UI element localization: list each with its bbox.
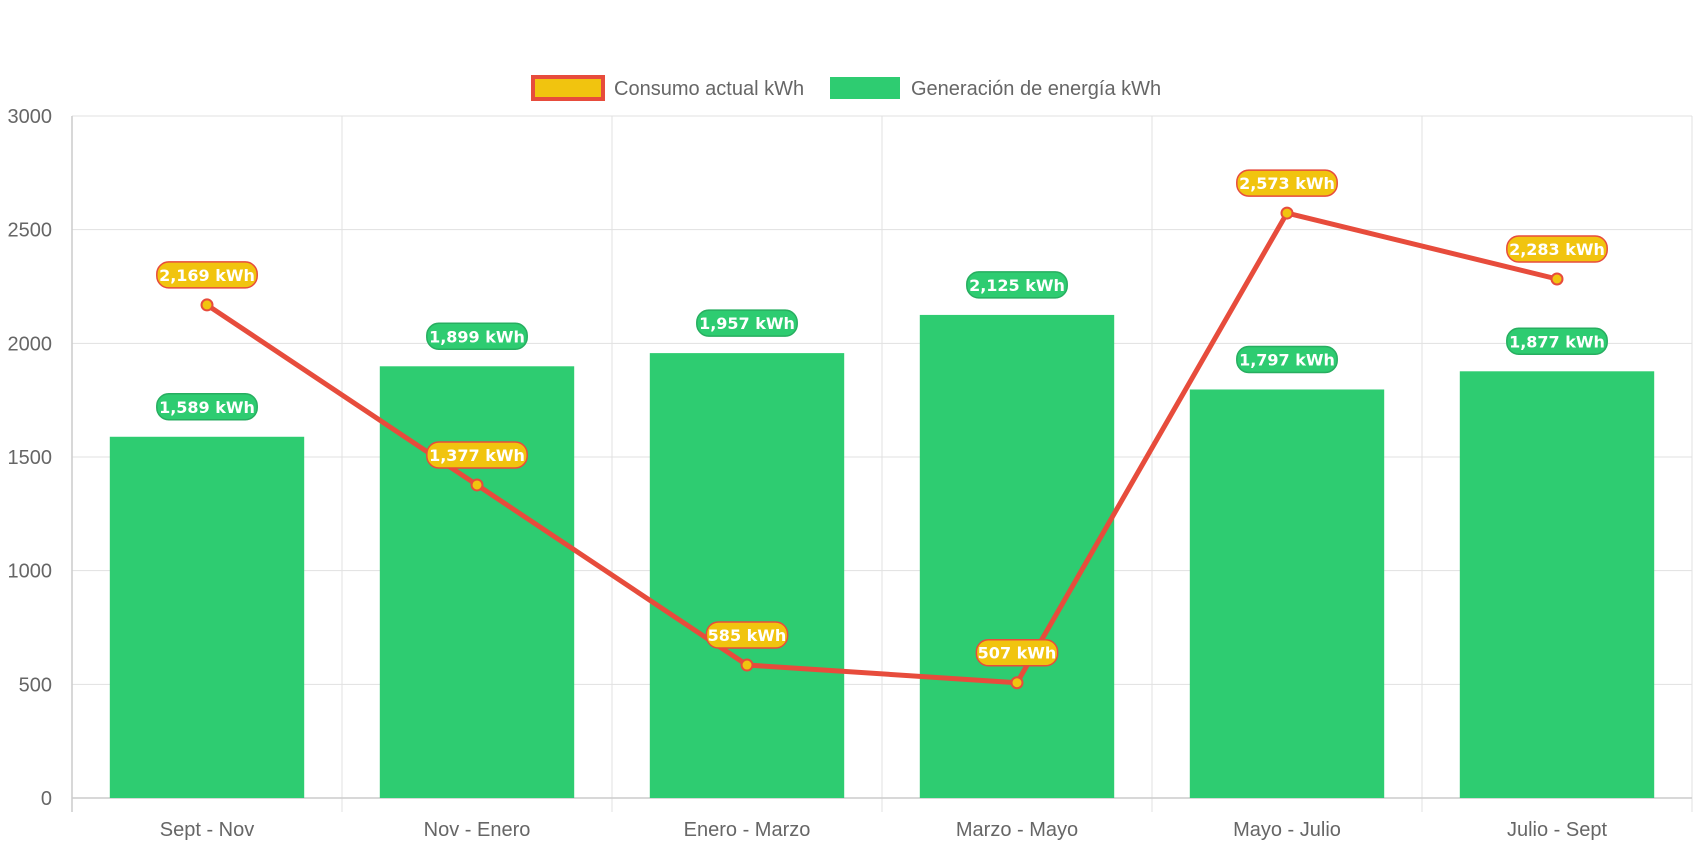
y-tick-label: 0 — [41, 788, 52, 810]
y-tick-label: 1500 — [8, 447, 53, 469]
consumo-point — [740, 658, 754, 672]
line-data-label-text: 2,573 kWh — [1239, 174, 1335, 193]
y-tick-label: 3000 — [8, 106, 53, 128]
line-data-label-bg — [975, 638, 1059, 667]
bar-data-label: 2,125 kWh — [966, 271, 1068, 299]
line-data-label: 2,169 kWh — [156, 261, 258, 289]
line-data-label: 585 kWh — [705, 621, 789, 649]
y-tick-label: 500 — [19, 674, 52, 696]
consumo-point — [1550, 272, 1564, 286]
bar — [1189, 389, 1385, 798]
bar-series — [109, 314, 1655, 798]
bar — [1459, 371, 1655, 798]
line-data-label-bg — [1236, 169, 1338, 197]
consumo-point — [470, 478, 484, 492]
line-data-label: 2,283 kWh — [1506, 235, 1608, 263]
bar-data-label-bg — [426, 322, 528, 351]
consumo-point — [1280, 206, 1294, 220]
line-data-label-bg — [1506, 235, 1608, 263]
y-axis: 0 500 1000 1500 2000 2500 3000 — [8, 106, 73, 812]
line-data-label-text: 1,377 kWh — [429, 446, 525, 465]
x-axis: Sept - Nov Nov - Enero Enero - Marzo Marzo … — [72, 797, 1692, 841]
line-data-label: 1,377 kWh — [426, 441, 528, 469]
y-tick-label: 2000 — [8, 333, 53, 355]
y-tick-label: 2500 — [8, 220, 53, 242]
bar-data-label: 1,877 kWh — [1506, 327, 1608, 356]
legend-item-consumo[interactable]: Consumo actual kWh — [531, 75, 804, 101]
data-labels: 1,589 kWh 1,899 kWh 1,957 kWh 2,125 kWh 1,79… — [156, 169, 1608, 667]
bar-data-label-bg — [1506, 327, 1608, 356]
bar-data-label-bg — [696, 309, 798, 337]
bar — [919, 314, 1115, 798]
legend-label-generacion: Generación de energía kWh — [911, 78, 1161, 100]
x-tick-label: Sept - Nov — [160, 819, 254, 841]
bar-data-label: 1,589 kWh — [156, 393, 258, 421]
x-tick-label: Nov - Enero — [424, 819, 531, 841]
bar-data-label-text: 1,797 kWh — [1239, 350, 1335, 369]
line-data-label-text: 2,169 kWh — [159, 266, 255, 285]
line-data-label-text: 585 kWh — [708, 626, 787, 645]
bar-data-label: 1,957 kWh — [696, 309, 798, 337]
legend-swatch-consumo — [531, 75, 605, 101]
consumo-point — [200, 298, 214, 312]
y-tick-label: 1000 — [8, 561, 53, 583]
legend-label-consumo: Consumo actual kWh — [614, 78, 804, 100]
bar-data-label-bg — [156, 393, 258, 421]
bar-data-label: 1,899 kWh — [426, 322, 528, 351]
legend-swatch-generacion — [830, 77, 900, 99]
x-tick-label: Marzo - Mayo — [956, 819, 1078, 841]
bar-data-label-text: 1,957 kWh — [699, 314, 795, 333]
bar-data-label-bg — [966, 271, 1068, 299]
bar-data-label-text: 1,589 kWh — [159, 398, 255, 417]
x-tick-label: Julio - Sept — [1507, 819, 1607, 841]
line-data-label-bg — [426, 441, 528, 469]
bar — [649, 353, 845, 798]
bar — [379, 366, 575, 798]
bar-data-label-text: 2,125 kWh — [969, 276, 1065, 295]
line-data-label: 507 kWh — [975, 638, 1059, 667]
bar-data-label-text: 1,899 kWh — [429, 327, 525, 346]
consumo-point — [1010, 676, 1024, 690]
grid — [71, 115, 1693, 812]
bar-data-label-text: 1,877 kWh — [1509, 332, 1605, 351]
bar-data-label-bg — [1236, 345, 1338, 374]
legend-item-generacion[interactable]: Generación de energía kWh — [830, 77, 1161, 100]
line-data-label: 2,573 kWh — [1236, 169, 1338, 197]
x-tick-label: Enero - Marzo — [684, 819, 811, 841]
line-data-label-text: 2,283 kWh — [1509, 240, 1605, 259]
line-data-label-bg — [705, 621, 789, 649]
bar — [109, 436, 305, 798]
bar-data-label: 1,797 kWh — [1236, 345, 1338, 374]
line-data-label-bg — [156, 261, 258, 289]
legend: Consumo actual kWh Generación de energía… — [531, 75, 1161, 101]
line-data-label-text: 507 kWh — [978, 644, 1057, 663]
x-tick-label: Mayo - Julio — [1233, 819, 1341, 841]
